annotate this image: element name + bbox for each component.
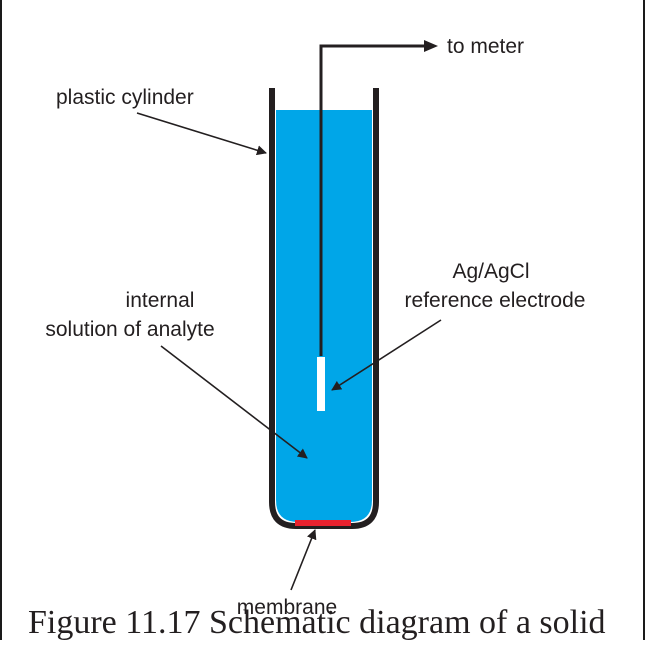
ag-agcl-electrode-tip [317,357,325,411]
figure-caption: Figure 11.17 Schematic diagram of a soli… [28,604,606,641]
membrane-pointer [290,529,317,591]
internal-solution-pointer [160,345,308,459]
label-solution-of-analyte: solution of analyte [45,318,214,341]
internal-solution [276,110,372,522]
label-ag-agcl: Ag/AgCl [452,260,529,283]
electrode-wire [319,44,426,356]
membrane [295,520,351,526]
label-reference-electrode: reference electrode [405,289,586,312]
reference-electrode-pointer [331,319,442,391]
label-to-meter: to meter [447,35,524,58]
left-border [0,0,2,640]
right-border [643,0,645,640]
label-membrane: membrane [237,596,337,619]
to-meter-arrowhead [424,40,438,52]
plastic-cylinder-pointer [136,112,267,156]
label-plastic-cylinder: plastic cylinder [56,86,194,109]
label-internal: internal [126,289,195,312]
